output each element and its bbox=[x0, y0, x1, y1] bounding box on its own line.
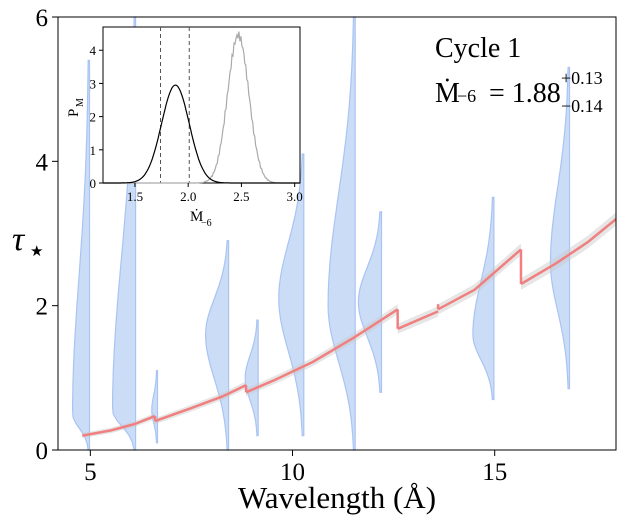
y-tick-label-6: 6 bbox=[36, 5, 49, 32]
mdot-value: = 1.88 bbox=[489, 78, 561, 109]
y-tick-label-4: 4 bbox=[36, 149, 49, 176]
violin-0 bbox=[72, 59, 91, 451]
violin-8 bbox=[472, 196, 495, 401]
violin-4 bbox=[244, 319, 259, 437]
cycle-label: Cycle 1 bbox=[435, 33, 521, 64]
inset-x-label-sub: −6 bbox=[201, 218, 212, 229]
inset-axis-ticks: 1.5 2.0 2.5 3.0 0 1 2 3 4 bbox=[90, 43, 303, 204]
main-axes-frame bbox=[57, 16, 617, 451]
band-segment-2 bbox=[246, 304, 398, 396]
mdot-symbol: Ṁ bbox=[435, 78, 460, 109]
inset-curves bbox=[103, 31, 300, 184]
inset-x-label-symbol: Ṁ bbox=[190, 209, 203, 225]
mdot-err-minus: −0.14 bbox=[561, 96, 603, 116]
band-segment-1 bbox=[155, 381, 246, 425]
model-segment-5 bbox=[520, 218, 617, 286]
inset-y-tick-label-2: 2 bbox=[90, 110, 97, 125]
mdot-err-plus: +0.13 bbox=[561, 68, 603, 88]
inset-dashed-lines bbox=[160, 27, 190, 183]
inset-axes-frame bbox=[102, 26, 301, 184]
inset-x-label: Ṁ −6 bbox=[190, 209, 212, 229]
x-tick-label-15: 15 bbox=[482, 459, 507, 486]
mdot-subscript: −6 bbox=[457, 86, 476, 106]
annotation-block: Cycle 1 Ṁ −6 = 1.88 +0.13 −0.14 bbox=[435, 33, 603, 116]
y-axis-label: τ ★ bbox=[12, 221, 43, 260]
band-segment-4 bbox=[438, 243, 521, 315]
inset-y-tick-label-0: 0 bbox=[90, 176, 97, 191]
x-tick-label-10: 10 bbox=[280, 459, 305, 486]
violin-9 bbox=[549, 66, 571, 390]
inset-y-tick-label-4: 4 bbox=[90, 43, 97, 58]
y-axis-label-symbol: τ bbox=[12, 221, 26, 258]
inset-x-tick-label-1.5: 1.5 bbox=[127, 189, 143, 204]
x-axis-label: Wavelength (Å) bbox=[238, 480, 436, 515]
model-curve bbox=[82, 218, 617, 437]
inset-plot: 1.5 2.0 2.5 3.0 0 1 2 3 4 Ṁ −6 P M bbox=[66, 26, 303, 229]
inset-x-tick-label-3.0: 3.0 bbox=[287, 189, 303, 204]
y-tick-label-0: 0 bbox=[36, 438, 49, 465]
inset-x-tick-label-2.5: 2.5 bbox=[233, 189, 249, 204]
violin-5 bbox=[278, 153, 305, 437]
inset-y-label-symbol: P bbox=[66, 109, 82, 117]
x-tick-label-5: 5 bbox=[84, 459, 97, 486]
inset-x-tick-label-2.0: 2.0 bbox=[180, 189, 196, 204]
model-segment-1 bbox=[154, 383, 247, 423]
y-tick-label-2: 2 bbox=[36, 294, 49, 321]
inset-y-label-sub: M bbox=[75, 98, 86, 107]
inset-comparison-curve bbox=[103, 31, 300, 184]
model-segment-0 bbox=[82, 414, 156, 437]
inset-y-label: P M bbox=[66, 98, 86, 117]
violin-6 bbox=[327, 16, 356, 451]
inset-y-tick-label-1: 1 bbox=[90, 143, 97, 158]
model-segment-2 bbox=[245, 308, 399, 394]
violin-3 bbox=[204, 240, 230, 451]
violin-7 bbox=[357, 211, 383, 393]
violin-2 bbox=[151, 370, 159, 444]
inset-posterior-curve bbox=[103, 84, 300, 184]
model-segment-3 bbox=[397, 310, 439, 330]
y-axis-label-sub: ★ bbox=[30, 244, 43, 260]
inset-y-tick-label-3: 3 bbox=[90, 76, 97, 91]
model-segment-4 bbox=[437, 248, 522, 311]
